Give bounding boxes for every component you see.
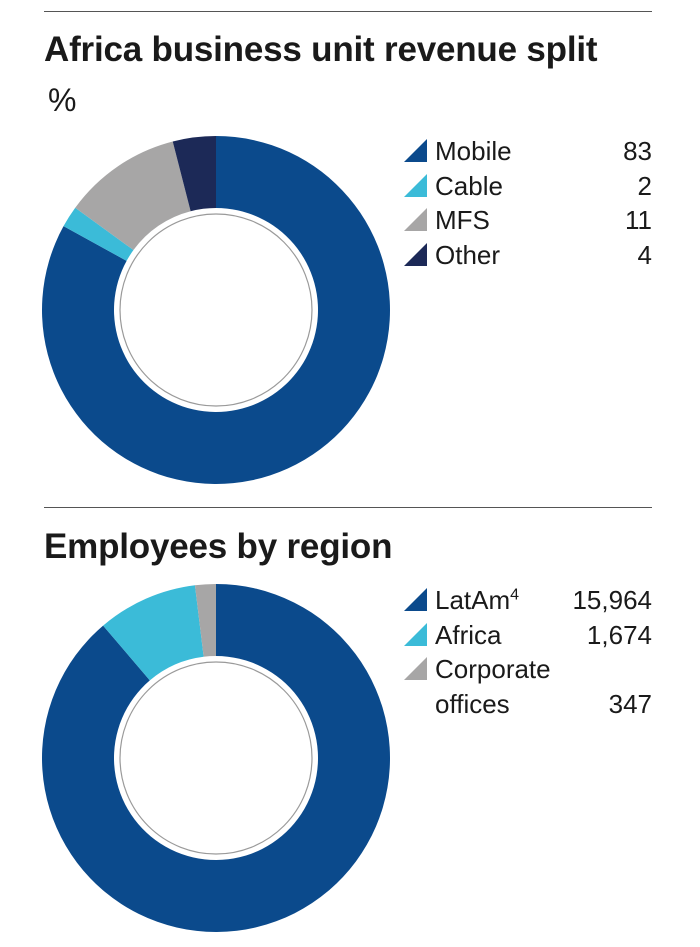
legend-label: Other	[435, 239, 501, 270]
chart-title-revenue: Africa business unit revenue split	[44, 30, 598, 69]
section-divider	[44, 507, 652, 508]
legend-footnote-marker: 4	[510, 586, 520, 604]
legend-swatch-icon	[404, 208, 427, 231]
legend-swatch-icon	[404, 173, 427, 197]
employees-donut-chart	[41, 584, 390, 932]
legend-value: 15,964	[572, 585, 652, 615]
legend-value: 11	[625, 205, 652, 235]
legend-value: 347	[608, 688, 652, 719]
donut-slice-africa	[103, 585, 204, 681]
donut-slice-mobile	[41, 136, 390, 484]
donut-slice-latam4	[41, 584, 390, 932]
legend-item-other: Other 4	[404, 238, 652, 273]
donut-slice-corporate-offices	[194, 584, 216, 657]
donut-inner-ring	[119, 213, 313, 407]
legend-label: Corporate offices	[435, 654, 551, 719]
revenue-donut-chart	[41, 136, 390, 484]
legend-label: LatAm4	[435, 585, 520, 615]
legend-item-latam: LatAm4 15,964	[404, 583, 652, 618]
chart-title-employees: Employees by region	[44, 527, 393, 566]
unit-label: %	[48, 82, 77, 118]
legend-value: 4	[637, 239, 652, 270]
legend-item-africa: Africa 1,674	[404, 618, 652, 653]
employees-legend: LatAm4 15,964 Africa 1,674 Corporate offices…	[404, 583, 652, 721]
legend-item-cable: Cable 2	[404, 169, 652, 204]
top-rule	[44, 11, 652, 12]
legend-label: Africa	[435, 619, 502, 650]
legend-label: Cable	[435, 170, 503, 201]
legend-item-mfs: MFS 11	[404, 203, 652, 238]
donut-inner-ring	[119, 661, 313, 855]
legend-item-corporate-offices: Corporate offices 347	[404, 652, 652, 721]
legend-swatch-icon	[404, 622, 427, 646]
legend-swatch-icon	[404, 242, 427, 266]
legend-swatch-icon	[404, 139, 427, 162]
donut-slice-mfs	[75, 141, 191, 251]
donut-slice-cable	[63, 207, 134, 261]
revenue-legend: Mobile 83 Cable 2 MFS 11 Other 4	[404, 134, 652, 272]
legend-value: 2	[637, 170, 652, 201]
legend-value: 1,674	[586, 619, 652, 650]
legend-label: MFS	[435, 205, 490, 235]
legend-label: Mobile	[435, 136, 512, 166]
legend-item-mobile: Mobile 83	[404, 134, 652, 169]
legend-value: 83	[623, 136, 652, 166]
legend-swatch-icon	[404, 657, 427, 680]
legend-swatch-icon	[404, 588, 427, 611]
donut-slice-other	[172, 136, 216, 212]
